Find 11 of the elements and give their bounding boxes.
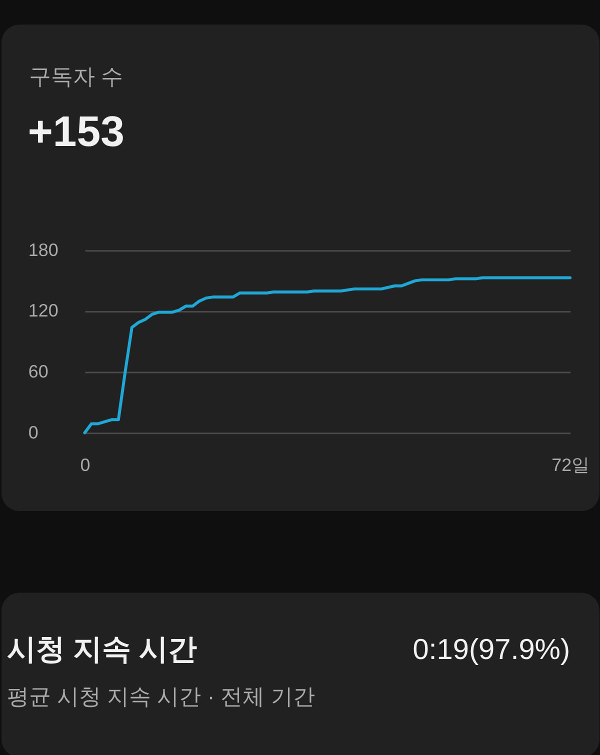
text: 0:19(97.9%)	[412, 634, 570, 666]
y-tick-label: 180	[28, 240, 58, 260]
chart-subtitle: +153	[28, 108, 124, 156]
text: 평균 시청 지속 시간 · 전체 기간	[6, 684, 315, 709]
y-tick-label: 120	[28, 300, 58, 321]
x-tick-label: 72일	[552, 455, 590, 476]
chart-title: 구독자 수	[28, 64, 123, 89]
y-tick-label: 60	[28, 362, 48, 382]
line-series	[83, 276, 572, 434]
y-tick-label: 0	[28, 422, 38, 442]
text: 시청 지속 시간	[6, 634, 198, 666]
